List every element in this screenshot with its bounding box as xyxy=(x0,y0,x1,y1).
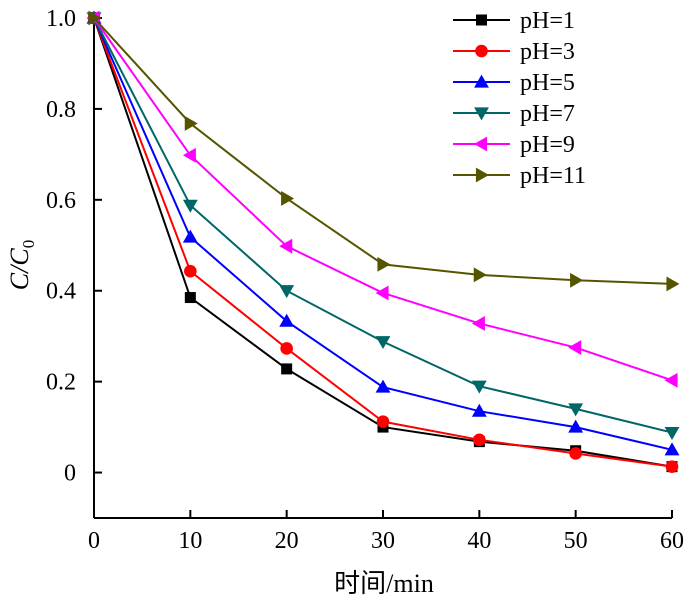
series-ph1-point xyxy=(281,363,293,375)
series-ph7-point xyxy=(182,199,198,213)
series-ph3-point xyxy=(665,460,679,473)
series-ph3-point xyxy=(184,264,197,278)
legend-marker xyxy=(475,167,489,183)
series-ph9 xyxy=(86,10,678,388)
series-ph3-line xyxy=(93,17,673,468)
series-ph7 xyxy=(86,12,680,440)
series-ph1-line xyxy=(93,17,673,468)
legend-item: pH=7 xyxy=(453,101,575,127)
series-ph5-point xyxy=(664,442,680,456)
series-ph11-point xyxy=(281,191,295,206)
series-ph11-point xyxy=(377,256,391,272)
legend-label: pH=9 xyxy=(520,132,575,158)
series-ph3 xyxy=(87,11,679,473)
series-ph7-point xyxy=(375,336,391,350)
series-ph11-point xyxy=(666,276,680,292)
y-axis-ticks: 0 0.2 0.4 0.6 0.8 1.0 xyxy=(46,6,102,487)
y-axis-title-subscript: 0 xyxy=(19,240,38,249)
series-ph3-point xyxy=(280,342,293,355)
y-tick-label: 0.6 xyxy=(46,188,76,214)
x-axis-title: 时间/min xyxy=(334,569,434,598)
series-ph5-point xyxy=(279,313,295,327)
legend-item: pH=3 xyxy=(453,39,575,65)
x-axis-ticks: 0 10 20 30 40 50 60 xyxy=(88,510,684,554)
x-tick-label: 0 xyxy=(88,528,100,554)
legend-marker xyxy=(474,136,488,152)
series-ph1-point xyxy=(184,292,196,304)
series-ph7-point xyxy=(568,403,584,417)
series-ph1 xyxy=(88,12,678,473)
y-tick-label: 1.0 xyxy=(46,6,76,32)
legend-label: pH=5 xyxy=(520,70,575,96)
series-ph11-point xyxy=(184,116,198,131)
legend-label: pH=11 xyxy=(520,163,586,189)
series-ph5-point xyxy=(568,419,584,433)
series-ph3-point xyxy=(473,433,486,447)
series-ph11-point xyxy=(473,267,487,283)
series-layer xyxy=(86,10,680,473)
x-tick-label: 50 xyxy=(564,528,588,554)
legend-label: pH=7 xyxy=(520,101,575,127)
y-tick-label: 0 xyxy=(64,461,76,487)
series-ph3-point xyxy=(376,415,390,428)
series-ph9-point xyxy=(375,285,389,301)
series-ph11-point xyxy=(570,272,584,288)
series-ph7-point xyxy=(471,380,487,394)
x-tick-label: 30 xyxy=(371,528,395,554)
y-tick-label: 0.8 xyxy=(46,97,76,123)
series-ph9-point xyxy=(471,316,485,331)
legend-item: pH=1 xyxy=(453,8,575,34)
legend-item: pH=9 xyxy=(453,132,575,158)
y-axis-title: C/C0 xyxy=(5,240,38,290)
legend-item: pH=11 xyxy=(453,163,586,189)
series-ph5-point xyxy=(182,229,198,243)
series-ph9-line xyxy=(93,17,673,382)
legend-marker xyxy=(475,44,488,58)
x-tick-label: 40 xyxy=(467,528,491,554)
x-tick-label: 60 xyxy=(660,528,684,554)
series-ph9-point xyxy=(568,340,582,355)
legend-marker xyxy=(476,14,487,26)
y-tick-label: 0.4 xyxy=(46,279,76,305)
series-ph5-point xyxy=(375,379,391,393)
series-ph9-point xyxy=(664,372,678,388)
series-ph3-point xyxy=(569,447,582,460)
series-ph7-line xyxy=(93,17,673,434)
series-ph11-point xyxy=(88,10,102,26)
x-tick-label: 20 xyxy=(275,528,299,554)
series-ph5-point xyxy=(471,403,487,417)
y-tick-label: 0.2 xyxy=(46,370,76,396)
series-ph9-point xyxy=(279,238,293,254)
legend-marker xyxy=(474,107,489,121)
legend-item: pH=5 xyxy=(453,70,575,96)
legend-label: pH=1 xyxy=(520,8,575,34)
series-ph9-point xyxy=(182,147,196,163)
series-ph7-point xyxy=(664,426,680,440)
series-ph11 xyxy=(88,10,680,292)
y-axis-title-main: C/C xyxy=(5,248,34,291)
series-ph7-point xyxy=(279,285,295,299)
legend-marker xyxy=(474,74,489,88)
x-tick-label: 10 xyxy=(178,528,202,554)
legend-label: pH=3 xyxy=(520,39,575,65)
legend: pH=1 pH=3 pH=5 pH=7 pH=9 pH=11 xyxy=(453,8,586,189)
